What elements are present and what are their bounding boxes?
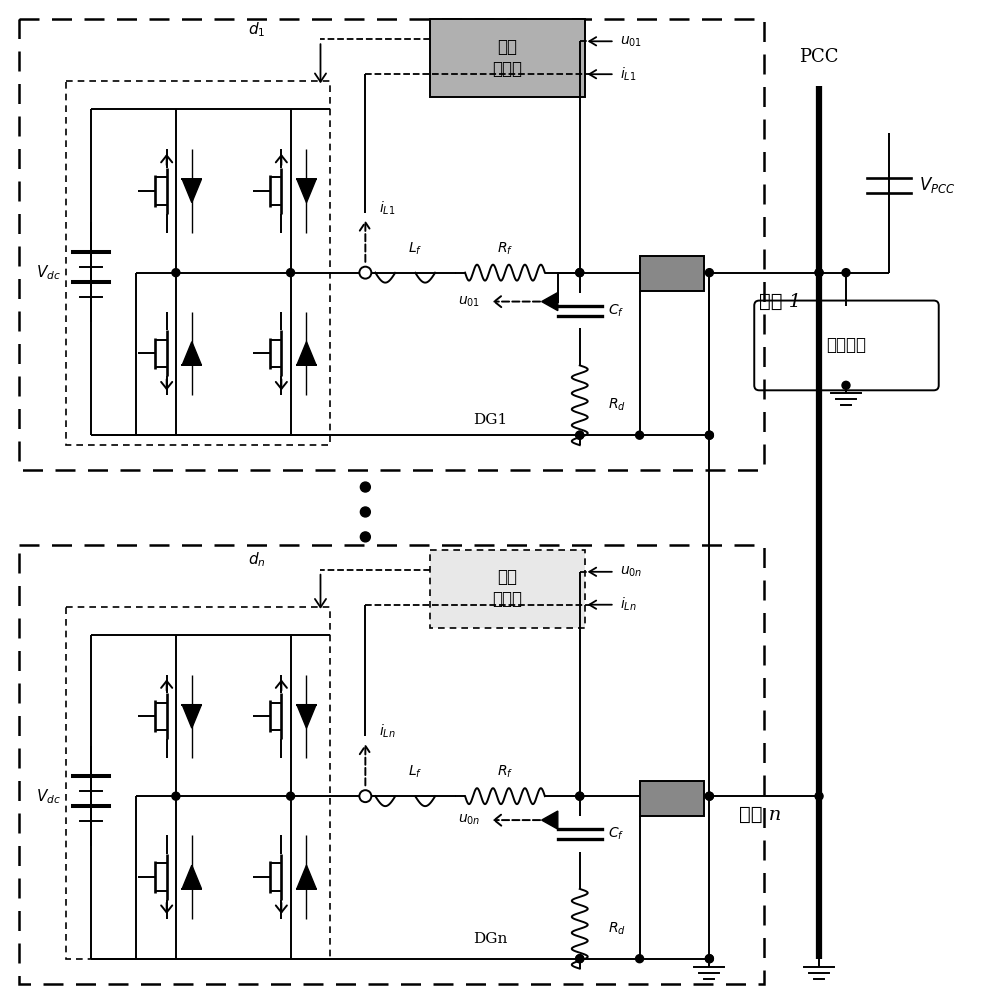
Circle shape (575, 792, 583, 800)
Circle shape (705, 269, 713, 277)
Bar (20, 545, 764, 984)
Text: DGn: DGn (472, 932, 507, 946)
Text: $d_n$: $d_n$ (247, 550, 266, 569)
Circle shape (705, 431, 713, 439)
Circle shape (575, 955, 583, 963)
Text: $R_f$: $R_f$ (497, 764, 514, 780)
Circle shape (842, 269, 850, 277)
Polygon shape (297, 342, 316, 365)
Text: $L_f$: $L_f$ (409, 240, 422, 257)
Text: PCC: PCC (799, 48, 839, 66)
Circle shape (287, 792, 295, 800)
Circle shape (705, 955, 713, 963)
Text: $V_{dc}$: $V_{dc}$ (36, 263, 61, 282)
Polygon shape (183, 342, 201, 365)
Polygon shape (297, 705, 316, 728)
Bar (66, 81, 331, 445)
Text: $R_f$: $R_f$ (497, 240, 514, 257)
Circle shape (705, 792, 713, 800)
Bar (639, 256, 704, 291)
Circle shape (287, 269, 295, 277)
Text: $V_{dc}$: $V_{dc}$ (36, 787, 61, 806)
Bar (20, 19, 764, 470)
Circle shape (705, 955, 713, 963)
Text: 本地
控制器: 本地 控制器 (492, 569, 522, 608)
Polygon shape (183, 865, 201, 889)
Text: $u_{01}$: $u_{01}$ (620, 34, 642, 49)
Polygon shape (542, 811, 558, 829)
Circle shape (172, 792, 180, 800)
Text: $R_d$: $R_d$ (608, 921, 626, 937)
Text: $u_{0n}$: $u_{0n}$ (458, 813, 480, 827)
Circle shape (359, 790, 371, 802)
Polygon shape (183, 705, 201, 728)
Circle shape (705, 431, 713, 439)
Polygon shape (542, 292, 558, 311)
Text: $i_{L1}$: $i_{L1}$ (620, 66, 636, 83)
Polygon shape (297, 865, 316, 889)
Text: $L_f$: $L_f$ (409, 764, 422, 780)
FancyBboxPatch shape (754, 301, 939, 390)
Circle shape (575, 955, 583, 963)
Text: 本地
控制器: 本地 控制器 (492, 39, 522, 78)
Circle shape (360, 507, 370, 517)
Circle shape (575, 269, 583, 277)
Polygon shape (183, 179, 201, 203)
Polygon shape (297, 179, 316, 203)
Circle shape (815, 269, 823, 277)
Bar (430, 19, 584, 97)
Circle shape (172, 269, 180, 277)
Circle shape (575, 431, 583, 439)
Circle shape (360, 482, 370, 492)
Text: $R_d$: $R_d$ (608, 397, 626, 413)
Circle shape (815, 269, 823, 277)
Text: DG1: DG1 (473, 413, 507, 427)
Text: $C_f$: $C_f$ (608, 302, 624, 319)
Text: $u_{0n}$: $u_{0n}$ (620, 565, 642, 579)
Text: 线路 n: 线路 n (739, 806, 782, 824)
Circle shape (705, 792, 713, 800)
Circle shape (360, 532, 370, 542)
Circle shape (575, 792, 583, 800)
Circle shape (359, 267, 371, 279)
Text: $C_f$: $C_f$ (608, 826, 624, 842)
Text: $u_{01}$: $u_{01}$ (458, 294, 480, 309)
Text: $V_{PCC}$: $V_{PCC}$ (919, 175, 955, 195)
Circle shape (575, 431, 583, 439)
Text: $i_{Ln}$: $i_{Ln}$ (379, 723, 396, 740)
Circle shape (842, 381, 850, 389)
Text: $i_{L1}$: $i_{L1}$ (379, 199, 396, 217)
Circle shape (815, 792, 823, 800)
Text: $i_{Ln}$: $i_{Ln}$ (620, 596, 636, 613)
Circle shape (635, 955, 643, 963)
Circle shape (575, 269, 583, 277)
Text: 交流负载: 交流负载 (826, 337, 866, 354)
Text: $d_1$: $d_1$ (248, 20, 266, 39)
Circle shape (635, 431, 643, 439)
Bar (66, 607, 331, 959)
Bar (430, 550, 584, 628)
Bar (639, 781, 704, 816)
Text: 线路 1: 线路 1 (759, 293, 801, 311)
